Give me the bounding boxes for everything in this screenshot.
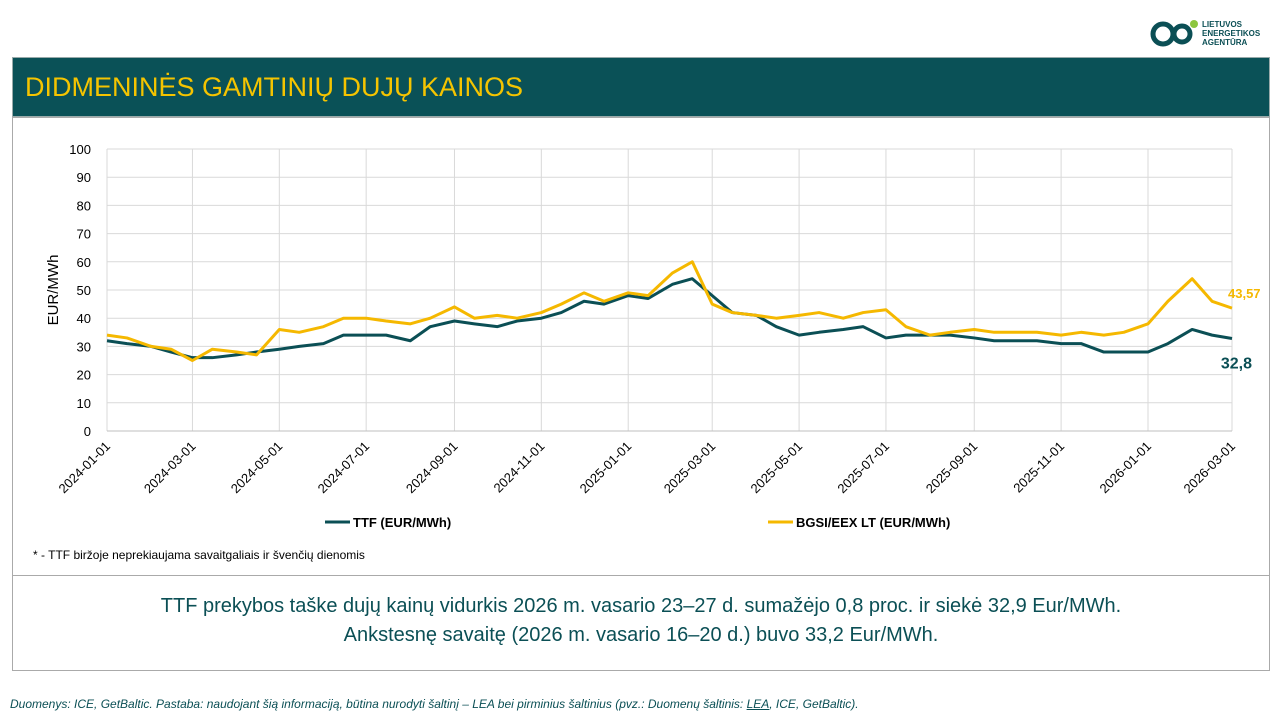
y-tick-label: 0 [84,424,91,439]
logo-text: LIETUVOS ENERGETIKOS AGENTŪRA [1202,20,1260,47]
y-tick-label: 90 [77,170,91,185]
x-tick-label: 2025-01-01 [577,439,635,497]
y-tick-label: 60 [77,255,91,270]
summary: TTF prekybos taške dujų kainų vidurkis 2… [12,575,1270,671]
end-label: 43,57 [1228,286,1261,301]
x-tick-label: 2024-05-01 [228,439,286,497]
x-tick-label: 2026-01-01 [1096,439,1154,497]
y-tick-label: 100 [69,142,91,157]
legend-label: TTF (EUR/MWh) [353,515,451,530]
legend-label: BGSI/EEX LT (EUR/MWh) [796,515,950,530]
logo-icon [1150,20,1198,47]
x-tick-label: 2026-03-01 [1180,439,1238,497]
y-tick-label: 70 [77,227,91,242]
x-tick-label: 2024-01-01 [55,439,113,497]
y-tick-label: 40 [77,311,91,326]
footnote: * - TTF biržoje neprekiaujama savaitgali… [33,548,365,562]
footer-text: , ICE, GetBaltic). [769,697,859,711]
x-tick-label: 2025-05-01 [748,439,806,497]
logo: LIETUVOS ENERGETIKOS AGENTŪRA [1150,18,1260,48]
x-tick-label: 2025-09-01 [923,439,981,497]
footer: Duomenys: ICE, GetBaltic. Pastaba: naudo… [10,697,859,711]
y-tick-label: 50 [77,283,91,298]
y-axis-label: EUR/MWh [45,255,62,326]
y-tick-label: 20 [77,368,91,383]
page-title: DIDMENINĖS GAMTINIŲ DUJŲ KAINOS [25,72,524,102]
y-tick-label: 30 [77,339,91,354]
logo-line: ENERGETIKOS [1202,28,1261,38]
logo-line: AGENTŪRA [1202,37,1248,47]
x-tick-label: 2025-11-01 [1010,439,1067,496]
x-tick-label: 2025-03-01 [661,439,719,497]
series-line [106,260,1233,362]
x-tick-label: 2024-09-01 [403,439,461,497]
x-tick-label: 2024-07-01 [315,439,373,497]
summary-line: Ankstesnę savaitę (2026 m. vasario 16–20… [343,624,939,646]
series-line [106,277,1233,360]
footer-link[interactable]: LEA [746,697,770,711]
y-tick-label: 80 [77,198,91,213]
x-tick-label: 2024-11-01 [491,439,548,496]
footer-text: Duomenys: ICE, GetBaltic. Pastaba: naudo… [10,697,747,711]
summary-line: TTF prekybos taške dujų kainų vidurkis 2… [160,595,1122,617]
x-tick-label: 2025-07-01 [834,439,892,497]
logo-line: LIETUVOS [1202,19,1243,29]
title-bar: DIDMENINĖS GAMTINIŲ DUJŲ KAINOS [12,57,1270,117]
x-tick-label: 2024-03-01 [141,439,199,497]
end-label: 32,8 [1221,356,1252,373]
y-tick-label: 10 [77,396,91,411]
